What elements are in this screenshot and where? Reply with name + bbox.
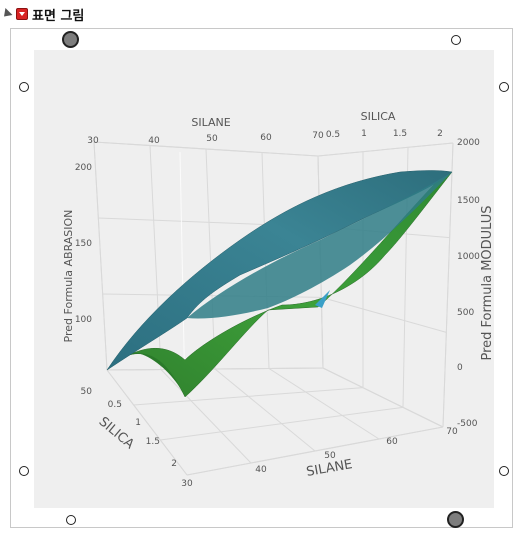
modulus-axis-label: Pred Formula MODULUS [480,205,495,360]
silica-axis-label: SILICA [96,414,137,452]
tick-abrasion: 100 [75,315,92,325]
tick-silica: 0.5 [108,400,122,410]
tick-silane: 40 [255,465,267,475]
floor-grid-silica [160,406,404,441]
rotate-handle-bottom-right[interactable] [447,511,464,528]
floor-grid-silane [160,369,252,464]
floor-grid-silane [268,368,380,440]
tick-top-silica: 0.5 [326,130,340,140]
resize-handle-left-upper[interactable] [19,82,29,92]
silane-axis-label: SILANE [305,457,353,480]
tick-silica: 1.5 [146,437,160,447]
tick-modulus: 2000 [457,138,480,148]
tick-top-silica: 1.5 [393,129,407,139]
tick-top-silica: 2 [437,129,443,139]
tick-silica: 2 [171,459,177,469]
tick-modulus: 1000 [457,252,480,262]
tick-abrasion: 200 [75,163,92,173]
abrasion-axis-label: Pred Formula ABRASION [62,210,75,343]
tick-silane: 70 [446,427,458,437]
top-silane-label: SILANE [191,116,230,129]
surface-modulus [106,171,453,398]
surfaces[interactable] [106,170,453,398]
floor-grid-silica [186,426,444,476]
tick-top-silane: 40 [148,136,160,146]
surface-abrasion-side [187,172,452,319]
resize-handle-right-upper[interactable] [499,82,509,92]
tick-silica: 1 [135,418,141,428]
resize-handle-left-lower[interactable] [19,466,29,476]
tick-silane: 30 [181,479,193,489]
top-silica-label: SILICA [361,110,396,123]
tick-top-silane: 60 [260,133,272,143]
surface-sliver [315,290,330,308]
floor-grid-silane [214,368,316,452]
wall-grid-silica [442,142,454,428]
outline-title: 표면 그림 [32,9,85,24]
resize-handle-right-lower[interactable] [499,466,509,476]
tick-top-silane: 50 [206,134,218,144]
tick-silane: 60 [386,437,398,447]
tick-top-silica: 1 [361,129,367,139]
outline-header: 표면 그림 [0,0,519,26]
rotate-handle-top-left[interactable] [62,31,79,48]
tick-modulus: 0 [457,363,463,373]
floor-grid-silica [133,387,364,406]
red-triangle-menu-icon[interactable] [16,8,28,20]
resize-handle-top-right[interactable] [451,35,461,45]
floor-grid-silane [106,369,188,476]
surface-plot-frame [10,28,513,528]
tick-abrasion: 150 [75,239,92,249]
reference-line [179,151,186,399]
tick-modulus: -500 [457,419,478,429]
tick-modulus: 1500 [457,196,480,206]
tick-top-silane: 30 [87,136,99,146]
tick-top-silane: 70 [312,131,324,141]
tick-abrasion: 50 [81,387,93,397]
resize-handle-bottom-left[interactable] [66,515,76,525]
wall-grid-silane [93,141,108,371]
tick-modulus: 500 [457,308,474,318]
wall-grid-silane [205,148,216,370]
tick-silane: 50 [324,451,336,461]
